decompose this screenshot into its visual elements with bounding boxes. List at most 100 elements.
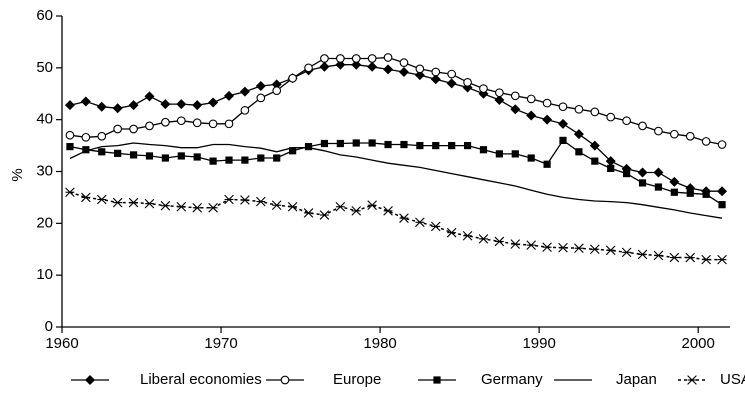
germany-point	[654, 183, 663, 191]
europe-point	[145, 121, 154, 131]
europe-point	[510, 91, 520, 101]
europe-point	[161, 117, 170, 127]
liberal-economies-point	[383, 64, 394, 75]
liberal-economies-point	[542, 114, 553, 125]
usa-point	[621, 247, 632, 258]
germany-point	[623, 169, 631, 178]
europe-point	[272, 86, 282, 95]
legend-label: Liberal economies	[140, 371, 262, 388]
legend-item-japan: Japan	[554, 371, 657, 388]
legend-marker	[85, 375, 95, 385]
legend-label: Japan	[616, 371, 657, 388]
usa-point	[637, 249, 648, 260]
usa-point	[590, 244, 600, 255]
germany-point	[320, 139, 329, 148]
liberal-economies-point	[669, 176, 680, 187]
usa-point	[478, 234, 489, 244]
series-japan	[69, 142, 723, 219]
europe-point	[113, 124, 123, 134]
y-tick-label: 50	[36, 59, 53, 76]
usa-point	[415, 217, 425, 228]
liberal-economies-point	[224, 90, 234, 101]
liberal-economies-point	[144, 91, 155, 102]
europe-point	[654, 126, 663, 136]
usa-point	[367, 200, 377, 210]
germany-point	[543, 160, 551, 168]
europe-point	[240, 105, 250, 115]
germany-point	[527, 154, 535, 162]
germany-point	[273, 154, 281, 162]
liberal-economies-point	[271, 79, 282, 90]
legend-label: Germany	[481, 371, 543, 388]
germany-point	[432, 141, 440, 150]
europe-point	[335, 54, 345, 63]
germany-point	[98, 148, 106, 156]
usa-point	[605, 245, 616, 256]
liberal-economies-point	[430, 74, 441, 85]
germany-point	[479, 146, 488, 154]
usa-point	[717, 254, 727, 265]
germany-point	[718, 201, 726, 209]
liberal-economies-point	[637, 167, 648, 178]
europe-point	[479, 84, 488, 93]
europe-point	[717, 140, 727, 149]
legend-item-usa: USA	[678, 371, 745, 388]
europe-point	[415, 64, 425, 74]
liberal-economies-point	[208, 97, 219, 108]
usa-point	[256, 196, 266, 207]
germany-point	[495, 150, 503, 158]
germany-point	[670, 188, 678, 196]
liberal-economies-point	[255, 80, 266, 91]
legend-marker	[687, 375, 697, 385]
liberal-economies-point	[605, 156, 616, 167]
germany-point	[209, 157, 217, 165]
europe-point	[97, 131, 107, 141]
germany-point	[304, 143, 313, 151]
y-axis: 0 10 20 30 40 50 60	[36, 7, 63, 335]
liberal-economies-point	[128, 100, 139, 111]
europe-point	[320, 54, 329, 63]
y-axis-title: %	[9, 168, 26, 181]
germany-point	[638, 179, 647, 187]
liberal-economies-point	[335, 59, 346, 70]
germany-point	[607, 164, 615, 172]
usa-point	[335, 201, 346, 212]
germany-point	[686, 189, 694, 197]
germany-point	[448, 141, 456, 150]
germany-point	[129, 151, 138, 159]
germany-point	[416, 141, 424, 150]
usa-point	[399, 213, 409, 223]
usa-point	[287, 201, 298, 212]
liberal-economies-point	[112, 103, 123, 114]
usa-point	[558, 242, 568, 253]
germany-point	[241, 156, 249, 164]
europe-point	[288, 73, 297, 83]
x-tick-label: 1970	[204, 335, 237, 352]
usa-point	[526, 240, 536, 250]
liberal-economies-point	[494, 94, 505, 105]
usa-point	[208, 202, 218, 213]
europe-point	[622, 116, 631, 126]
europe-point	[526, 94, 536, 104]
usa-point	[128, 197, 139, 208]
y-tick-label: 30	[36, 162, 53, 179]
x-tick-label: 2000	[682, 335, 715, 352]
y-tick-label: 10	[36, 266, 53, 283]
liberal-economies-point	[558, 118, 568, 129]
liberal-economies-point	[192, 100, 203, 111]
germany-point	[352, 139, 360, 147]
usa-point	[383, 206, 393, 216]
liberal-economies-point	[239, 86, 250, 97]
germany-point	[400, 140, 408, 149]
europe-point	[701, 137, 711, 146]
usa-point	[144, 198, 155, 209]
usa-point	[81, 192, 91, 203]
usa-point	[685, 252, 696, 263]
usa-point	[160, 200, 171, 211]
europe-point	[351, 54, 361, 63]
europe-point	[590, 107, 600, 117]
liberal-economies-point	[96, 101, 107, 112]
europe-point	[685, 131, 695, 141]
usa-point	[446, 227, 457, 238]
germany-point	[82, 146, 90, 154]
